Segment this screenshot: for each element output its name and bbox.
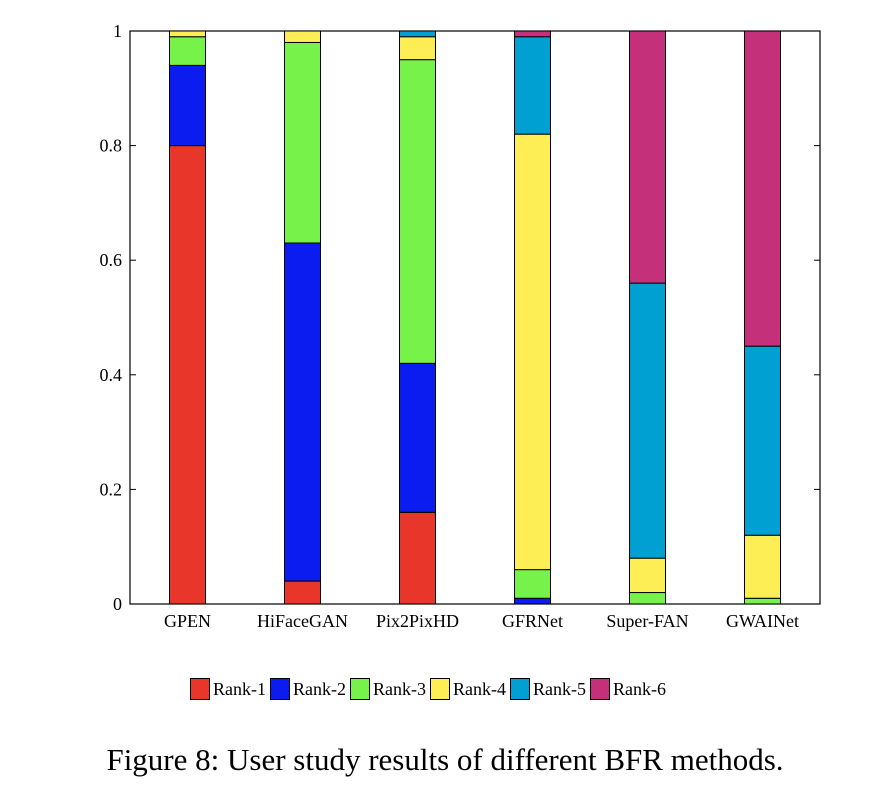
bar-segment-rank-4 xyxy=(284,30,321,43)
legend-item: Rank-6 xyxy=(590,678,666,700)
legend-swatch xyxy=(590,678,610,700)
bar-segment-rank-5 xyxy=(514,36,551,135)
x-tick-label: GFRNet xyxy=(502,611,563,631)
bar-segment-rank-3 xyxy=(169,36,206,66)
bar-segment-rank-6 xyxy=(629,30,666,284)
bar-segment-rank-4 xyxy=(629,557,666,594)
y-tick-label: 0 xyxy=(113,594,122,614)
legend-item: Rank-4 xyxy=(430,678,506,700)
bar-segment-rank-5 xyxy=(399,30,436,38)
bar-segment-rank-1 xyxy=(169,145,206,605)
legend-label: Rank-2 xyxy=(293,678,346,699)
bar-segment-rank-3 xyxy=(399,59,436,364)
plot-frame xyxy=(129,30,821,605)
figure-caption: Figure 8: User study results of differen… xyxy=(106,742,784,777)
legend-swatch xyxy=(510,678,530,700)
bar-segment-rank-2 xyxy=(284,242,321,582)
bar-segment-rank-2 xyxy=(399,362,436,513)
bar-segment-rank-3 xyxy=(744,597,781,605)
legend-label: Rank-4 xyxy=(453,678,506,699)
legend-item: Rank-5 xyxy=(510,678,586,700)
legend-label: Rank-1 xyxy=(213,678,266,699)
chart-legend: Rank-1 Rank-2 Rank-3 Rank-4 Rank-5 Rank-6 xyxy=(190,675,670,703)
bar-segment-rank-6 xyxy=(514,30,551,38)
stacked-bar-chart: 0 0.2 0.4 0.6 0.8 1 GPEN HiFaceGAN Pix2PixHD GFRN… xyxy=(100,21,821,631)
bar-segment-rank-5 xyxy=(744,345,781,536)
bar-segment-rank-4 xyxy=(744,534,781,599)
bar-segment-rank-4 xyxy=(514,133,551,571)
legend-item: Rank-3 xyxy=(350,678,426,700)
y-tick-label: 0.2 xyxy=(100,479,123,499)
bar-segment-rank-3 xyxy=(629,592,666,605)
x-tick-label: GWAINet xyxy=(726,611,799,631)
x-tick-label: HiFaceGAN xyxy=(257,611,348,631)
legend-label: Rank-6 xyxy=(613,678,666,699)
bar-segment-rank-1 xyxy=(284,580,321,605)
bar-segment-rank-1 xyxy=(399,511,436,605)
y-tick-label: 0.6 xyxy=(100,250,123,270)
y-tick-label: 0.8 xyxy=(100,136,123,156)
bar-segment-rank-5 xyxy=(629,282,666,559)
x-tick-label: Super-FAN xyxy=(606,611,688,631)
bar-segment-rank-6 xyxy=(744,30,781,347)
legend-item: Rank-1 xyxy=(190,678,266,700)
bar-segment-rank-4 xyxy=(169,30,206,38)
legend-swatch xyxy=(350,678,370,700)
legend-item: Rank-2 xyxy=(270,678,346,700)
x-tick-label: GPEN xyxy=(164,611,211,631)
legend-swatch xyxy=(430,678,450,700)
legend-swatch xyxy=(270,678,290,700)
bar-segment-rank-4 xyxy=(399,36,436,61)
bar-segment-rank-2 xyxy=(514,597,551,605)
bar-segment-rank-3 xyxy=(284,41,321,244)
legend-label: Rank-3 xyxy=(373,678,426,699)
y-tick-label: 1 xyxy=(113,21,122,41)
legend-swatch xyxy=(190,678,210,700)
legend-label: Rank-5 xyxy=(533,678,586,699)
bar-segment-rank-3 xyxy=(514,569,551,599)
bar-segment-rank-2 xyxy=(169,64,206,147)
y-tick-label: 0.4 xyxy=(100,365,123,385)
x-tick-label: Pix2PixHD xyxy=(376,611,459,631)
